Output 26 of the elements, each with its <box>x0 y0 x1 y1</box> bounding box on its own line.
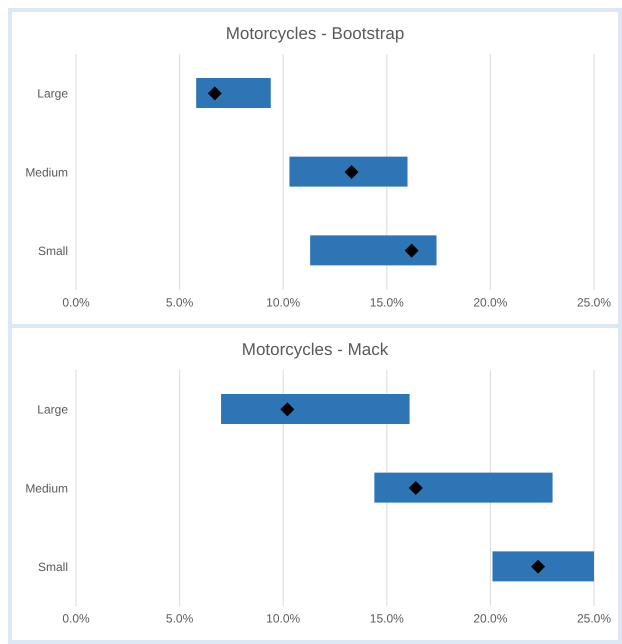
y-tick-label: Medium <box>25 165 68 180</box>
y-tick-label: Large <box>37 86 68 101</box>
x-tick-label: 15.0% <box>370 612 404 626</box>
y-tick-label: Large <box>37 402 68 417</box>
y-tick-label: Small <box>38 244 68 258</box>
x-tick-label: 20.0% <box>473 612 508 626</box>
x-tick-label: 15.0% <box>370 296 404 310</box>
x-tick-label: 0.0% <box>62 296 90 310</box>
x-tick-label: 25.0% <box>576 296 612 310</box>
x-tick-label: 0.0% <box>62 612 90 626</box>
bar <box>492 551 594 582</box>
y-tick-label: Small <box>38 560 68 574</box>
chart-title: Motorcycles - Bootstrap <box>224 23 406 44</box>
x-tick-label: 25.0% <box>576 612 612 626</box>
x-tick-label: 10.0% <box>266 612 301 626</box>
bar <box>221 394 410 424</box>
x-tick-label: 5.0% <box>166 612 194 626</box>
bar <box>289 156 408 187</box>
bar <box>310 235 437 266</box>
bar <box>196 78 271 108</box>
chart-title: Motorcycles - Mack <box>240 339 390 360</box>
x-tick-label: 5.0% <box>166 296 194 310</box>
y-tick-label: Medium <box>25 481 68 496</box>
x-tick-label: 20.0% <box>473 296 508 310</box>
x-tick-label: 10.0% <box>266 296 301 310</box>
bar <box>374 472 553 503</box>
